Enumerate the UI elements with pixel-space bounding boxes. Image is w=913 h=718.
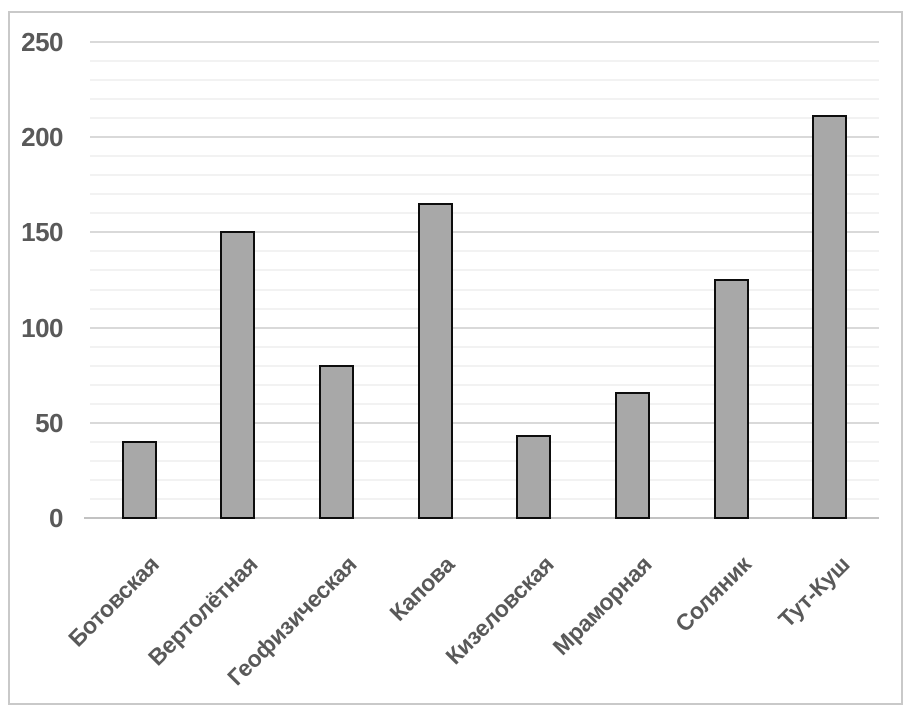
bar-4	[417, 202, 453, 520]
y-axis-tick-label: 250	[21, 26, 63, 57]
bar-2	[220, 231, 256, 520]
y-axis-tick-label: 200	[21, 121, 63, 152]
bar-5	[516, 435, 552, 520]
bar-1	[121, 441, 157, 520]
bar-3	[319, 364, 355, 520]
y-axis-tick-label: 150	[21, 217, 63, 248]
bar-8	[812, 115, 848, 520]
chart-frame	[8, 11, 903, 705]
bar-7	[713, 278, 749, 520]
y-axis-tick-label: 100	[21, 312, 63, 343]
bar-6	[614, 391, 650, 520]
y-axis-tick-label: 50	[35, 408, 63, 438]
y-axis-tick-label: 0	[49, 503, 63, 534]
